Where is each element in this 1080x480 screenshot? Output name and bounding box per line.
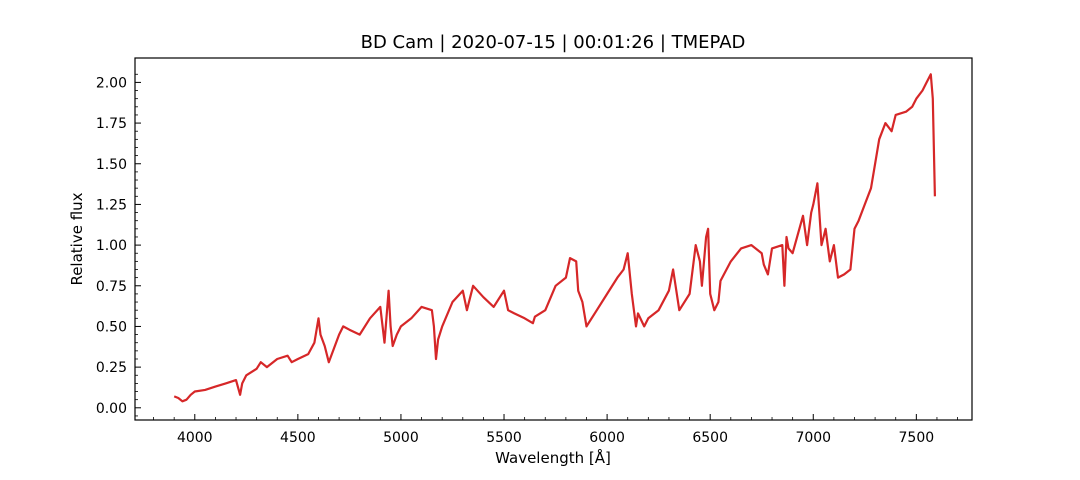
- x-tick-label: 6000: [589, 430, 625, 446]
- x-tick-label: 7500: [899, 430, 935, 446]
- x-axis-label: Wavelength [Å]: [495, 448, 611, 467]
- x-axis-ticks: 4000 4500 5000 5500 6000 6500 7000 7500: [153, 414, 958, 446]
- chart-title: BD Cam | 2020-07-15 | 00:01:26 | TMEPAD: [361, 32, 746, 53]
- y-axis-ticks: 0.00 0.25 0.50 0.75 1.00 1.25 1.50 1.75 2.00: [96, 73, 141, 417]
- x-tick-label: 6500: [692, 430, 728, 446]
- y-tick-label: 0.50: [96, 319, 127, 335]
- y-axis-label: Relative flux: [68, 192, 86, 285]
- plot-frame: [134, 57, 973, 421]
- y-tick-label: 1.75: [96, 116, 127, 132]
- y-tick-label: 1.25: [96, 197, 127, 213]
- x-tick-label: 4500: [280, 430, 316, 446]
- x-tick-label: 7000: [795, 430, 831, 446]
- y-tick-label: 0.25: [96, 360, 127, 376]
- y-tick-label: 1.00: [96, 238, 127, 254]
- x-tick-label: 4000: [177, 430, 213, 446]
- y-tick-label: 1.50: [96, 157, 127, 173]
- y-tick-label: 2.00: [96, 75, 127, 91]
- y-tick-label: 0.75: [96, 279, 127, 295]
- flux-series-line: [173, 73, 936, 403]
- x-tick-label: 5000: [383, 430, 419, 446]
- plot-area: 4000 4500 5000 5500 6000 6500 7000 7500 0.00 0.2…: [96, 57, 973, 446]
- y-tick-label: 0.00: [96, 401, 127, 417]
- x-tick-label: 5500: [486, 430, 522, 446]
